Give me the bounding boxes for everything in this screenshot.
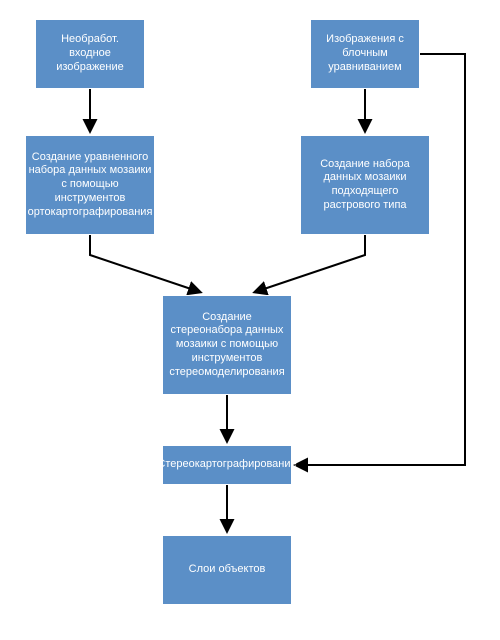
node-raw-input: Необработ. входное изображение <box>35 19 145 89</box>
node-label: Создание уравненного набора данных мозаи… <box>28 151 153 220</box>
node-label: Создание набора данных мозаики подходяще… <box>307 158 423 213</box>
node-label: Создание стереонабора данных мозаики с п… <box>169 311 285 380</box>
node-label: Слои объектов <box>189 563 266 577</box>
node-stereo-mosaic: Создание стереонабора данных мозаики с п… <box>162 295 292 395</box>
edge-ortho-mosaic-to-stereo-mosaic <box>90 235 200 292</box>
node-label: Стереокартографирование <box>157 458 296 472</box>
node-label: Изображения с блочным уравниванием <box>317 33 413 74</box>
node-raster-mosaic: Создание набора данных мозаики подходяще… <box>300 135 430 235</box>
node-ortho-mosaic: Создание уравненного набора данных мозаи… <box>25 135 155 235</box>
node-block-adj: Изображения с блочным уравниванием <box>310 19 420 89</box>
node-stereo-map: Стереокартографирование <box>162 445 292 485</box>
node-label: Необработ. входное изображение <box>42 33 138 74</box>
flowchart-canvas: Необработ. входное изображение Изображени… <box>0 0 500 640</box>
edge-raster-mosaic-to-stereo-mosaic <box>255 235 365 292</box>
edge-block-adj-to-stereo-map <box>296 54 465 465</box>
node-layers: Слои объектов <box>162 535 292 605</box>
